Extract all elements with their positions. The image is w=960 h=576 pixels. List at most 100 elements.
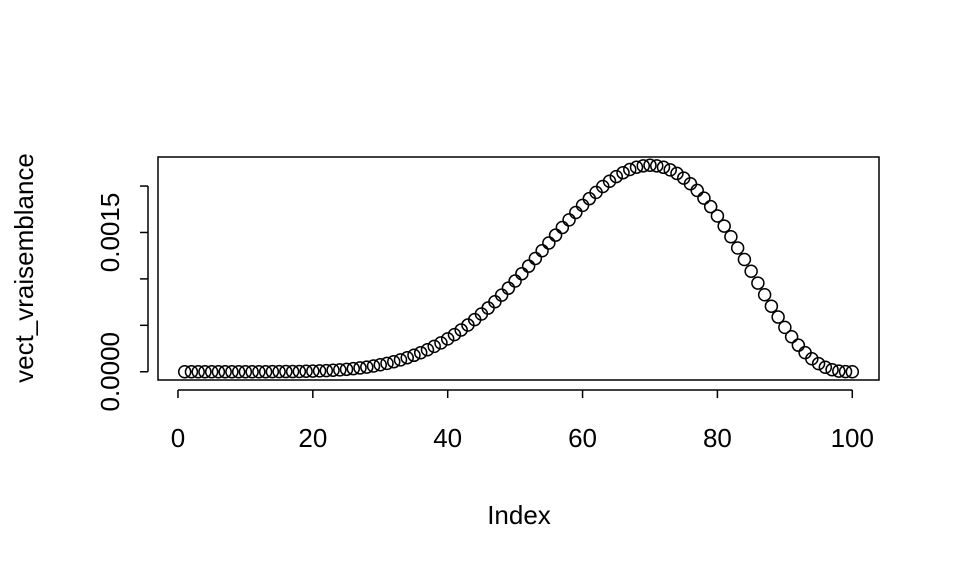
point <box>656 160 671 175</box>
point <box>413 345 428 360</box>
x-tick-label: 100 <box>831 423 874 453</box>
point <box>312 364 327 378</box>
x-tick-label: 80 <box>703 423 732 453</box>
point <box>447 327 462 342</box>
x-tick-label: 40 <box>433 423 462 453</box>
point <box>528 251 543 266</box>
point <box>751 276 765 290</box>
point <box>407 348 421 363</box>
point <box>825 362 839 377</box>
point <box>231 364 246 379</box>
point <box>575 198 590 213</box>
point <box>690 183 704 198</box>
x-axis-label: Index <box>487 500 551 530</box>
point <box>400 350 414 365</box>
point <box>373 358 388 372</box>
point <box>184 364 199 379</box>
point <box>663 163 677 177</box>
point <box>501 281 516 295</box>
point <box>285 364 300 379</box>
point <box>838 364 853 379</box>
point <box>508 274 522 288</box>
point <box>515 266 529 281</box>
point <box>211 364 226 379</box>
point <box>292 364 307 379</box>
y-tick-label: 0.0015 <box>95 193 125 273</box>
point <box>272 364 286 379</box>
point <box>791 338 806 352</box>
point <box>778 320 792 335</box>
point <box>279 364 293 379</box>
point <box>319 363 334 378</box>
point <box>333 363 347 377</box>
point <box>548 228 563 242</box>
point <box>818 360 833 375</box>
point <box>623 162 637 177</box>
point <box>420 342 435 357</box>
point <box>440 332 455 346</box>
point <box>784 329 799 344</box>
point <box>434 336 448 350</box>
point <box>258 364 273 379</box>
point <box>811 356 826 371</box>
point <box>204 364 219 379</box>
point <box>757 288 772 302</box>
point <box>386 354 401 369</box>
point <box>245 364 259 379</box>
point <box>717 219 731 233</box>
point <box>198 364 212 379</box>
point <box>225 364 239 379</box>
x-tick-label: 20 <box>298 423 327 453</box>
point <box>238 364 253 379</box>
point <box>454 323 468 337</box>
point <box>805 351 819 366</box>
point <box>252 364 266 379</box>
point <box>845 364 860 379</box>
point <box>764 299 779 313</box>
point <box>582 191 597 206</box>
point <box>670 166 684 181</box>
point <box>535 244 549 258</box>
point <box>177 364 192 379</box>
point <box>724 229 738 244</box>
point <box>730 241 745 255</box>
point <box>602 174 617 188</box>
point <box>299 364 313 379</box>
point <box>494 288 509 302</box>
point <box>191 364 205 379</box>
point <box>643 158 657 173</box>
point <box>832 364 846 378</box>
point <box>744 264 758 279</box>
point <box>710 209 725 223</box>
point <box>366 359 381 373</box>
y-tick-label: 0.0000 <box>95 332 125 412</box>
point <box>218 364 232 379</box>
point <box>380 356 394 371</box>
x-tick-label: 0 <box>171 423 185 453</box>
point <box>771 310 785 324</box>
point <box>616 165 630 180</box>
point <box>306 364 320 378</box>
point <box>353 361 367 375</box>
point <box>326 363 340 378</box>
plot-box <box>157 156 880 381</box>
point <box>629 160 644 174</box>
point <box>562 213 576 227</box>
point <box>569 205 583 220</box>
point <box>360 360 374 374</box>
point <box>346 361 361 376</box>
point <box>703 199 718 214</box>
point <box>555 220 570 235</box>
point <box>393 353 408 367</box>
point <box>542 236 556 250</box>
point <box>636 159 651 173</box>
y-axis-label: vect_vraisemblance <box>9 153 39 383</box>
x-tick-label: 60 <box>568 423 597 453</box>
point <box>427 339 441 354</box>
point <box>339 362 354 377</box>
point <box>697 191 711 205</box>
point <box>265 364 280 379</box>
point <box>649 159 664 173</box>
